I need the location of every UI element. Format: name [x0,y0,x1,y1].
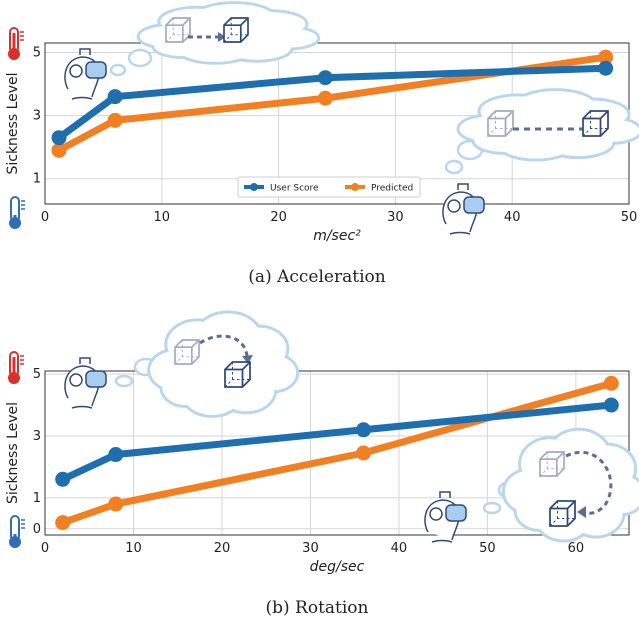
cube-rotate-icon [224,361,251,388]
x-axis-label: deg/sec [310,559,365,575]
data-point-user-score [356,422,372,438]
series-line-user-score [59,401,615,483]
data-point-predicted [107,112,123,128]
cube-translate-icon [223,17,249,43]
thought-cloud-icon [501,427,639,543]
x-tick-label: 10 [125,541,142,556]
legend-label-predicted: Predicted [371,184,413,194]
y-tick-label: 5 [33,367,41,382]
x-tick-label: 20 [270,210,287,225]
x-tick-label: 30 [302,541,319,556]
data-point-predicted [55,515,71,531]
data-point-user-score [598,60,614,76]
thought-cloud-icon [456,88,639,162]
chart-rotation: 0 10 20 30 40 50 60 0 1 3 5 Sickness Level deg/sec (b… [5,310,639,618]
data-point-predicted [598,49,614,65]
data-point-predicted [51,142,67,158]
rotation-arrow-icon [565,450,613,515]
thermometer-cold-icon [8,515,26,549]
thermometer-cold-icon [8,196,26,230]
thought-bubble-small [482,501,502,515]
legend-marker-predicted [351,183,359,191]
arrow-head-icon [577,506,586,518]
legend-label-user-score: User Score [270,184,319,194]
x-tick-label: 40 [391,541,408,556]
rotation-arrow-icon [199,334,249,357]
x-tick-label: 40 [504,210,521,225]
x-axis-label: m/sec² [313,228,361,244]
thermometer-hot-icon [7,351,25,385]
x-tick-label: 30 [387,210,404,225]
y-tick-label: 1 [33,491,41,506]
thought-bubble-small [114,374,134,388]
data-point-user-score [603,397,619,413]
thought-bubble-small [444,159,464,175]
cube-translate-icon [488,111,513,136]
x-tick-label: 50 [479,541,496,556]
thought-cloud-icon [147,310,300,418]
y-tick-label: 3 [33,109,41,124]
cube-translate-icon [166,18,190,42]
x-tick-label: 60 [568,541,585,556]
chart-caption: (a) Acceleration [248,267,385,287]
vr-headset-user-icon [64,357,107,409]
chart-caption: (b) Rotation [265,598,368,618]
thought-bubble-small [127,48,153,68]
data-point-predicted [108,496,124,512]
vr-headset-user-icon [442,183,485,235]
x-tick-label: 0 [41,541,49,556]
y-tick-label: 3 [33,429,41,444]
data-point-predicted [356,445,372,461]
data-point-user-score [108,447,124,463]
legend-box [237,176,421,198]
arrow-head-icon [218,32,226,42]
thought-bubble-small [109,63,127,77]
vr-headset-user-icon [64,48,107,100]
arrow-head-icon [242,355,253,364]
data-point-user-score [107,89,123,105]
legend-marker-user-score [250,183,258,191]
x-tick-label: 20 [214,541,231,556]
y-axis-label: Sickness Level [5,72,21,174]
legend: User Score Predicted [237,176,421,198]
data-point-user-score [51,130,67,146]
cube-rotate-icon [549,500,576,527]
series-line-predicted [55,53,610,154]
cube-rotate-icon [175,340,199,364]
x-tick-label: 10 [154,210,171,225]
thermometer-hot-icon [7,27,25,61]
x-tick-label: 50 [621,210,638,225]
y-tick-label: 5 [33,45,41,60]
y-axis-label: Sickness Level [5,402,21,504]
data-point-predicted [603,375,619,391]
chart-acceleration: 0 10 20 30 40 50 1 3 5 Sickness Level m/sec² (a) Ac… [5,1,639,287]
data-point-user-score [55,471,71,487]
data-point-predicted [317,90,333,106]
data-point-user-score [317,70,333,86]
cube-rotate-icon [540,452,564,476]
x-tick-label: 0 [41,210,49,225]
cube-translate-icon [582,110,609,137]
y-tick-label: 1 [33,172,41,187]
series-line-user-score [55,64,610,142]
y-tick-label: 0 [33,522,41,537]
